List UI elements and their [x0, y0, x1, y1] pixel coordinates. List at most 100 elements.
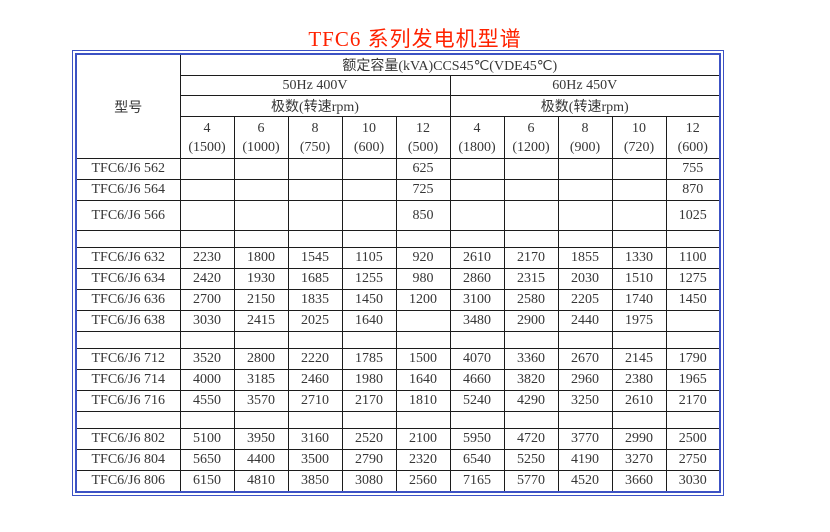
model-cell: TFC6/J6 802 — [75, 428, 181, 450]
value-cell: 5950 — [449, 428, 505, 450]
pole-header-cell: 4 (1800) — [449, 116, 505, 159]
value-cell: 6540 — [449, 449, 505, 471]
value-cell: 4810 — [233, 470, 289, 492]
value-cell: 2960 — [557, 369, 613, 391]
value-cell — [503, 331, 559, 349]
generator-spec-table: 型号 额定容量(kVA)CCS45℃(VDE45℃) 50Hz 400V 60H… — [75, 53, 721, 493]
spec-table-frame: 型号 额定容量(kVA)CCS45℃(VDE45℃) 50Hz 400V 60H… — [72, 50, 724, 496]
value-cell — [611, 230, 667, 248]
pole-rpm: (600) — [677, 139, 708, 155]
model-cell: TFC6/J6 804 — [75, 449, 181, 471]
value-cell: 625 — [395, 158, 451, 180]
value-cell — [557, 200, 613, 231]
value-cell: 920 — [395, 247, 451, 269]
value-cell: 1200 — [395, 289, 451, 311]
value-cell: 2415 — [233, 310, 289, 332]
model-row: TFC6/J6 632 2230 1800 1545 1105 920 2610 2170 18… — [75, 247, 721, 269]
value-cell — [557, 158, 613, 180]
value-cell: 2560 — [395, 470, 451, 492]
value-cell: 755 — [665, 158, 721, 180]
model-cell: TFC6/J6 564 — [75, 179, 181, 201]
value-cell: 4000 — [179, 369, 235, 391]
pole-count: 4 — [203, 120, 211, 136]
pole-rpm: (900) — [569, 139, 601, 155]
value-cell — [503, 200, 559, 231]
value-cell — [233, 411, 289, 429]
value-cell: 1640 — [341, 310, 397, 332]
model-cell: TFC6/J6 632 — [75, 247, 181, 269]
pole-header-cell: 10 (600) — [341, 116, 397, 159]
value-cell — [665, 411, 721, 429]
value-cell — [287, 179, 343, 201]
value-cell — [665, 331, 721, 349]
value-cell — [179, 200, 235, 231]
value-cell: 2025 — [287, 310, 343, 332]
value-cell: 4520 — [557, 470, 613, 492]
value-cell: 1855 — [557, 247, 613, 269]
pole-count: 8 — [311, 120, 319, 136]
value-cell: 3480 — [449, 310, 505, 332]
spacer-row — [75, 331, 721, 349]
value-cell: 2440 — [557, 310, 613, 332]
value-cell: 2610 — [449, 247, 505, 269]
model-row: TFC6/J6 638 3030 2415 2025 1640 3480 2900 2440 1… — [75, 310, 721, 332]
value-cell — [557, 331, 613, 349]
poles-label-60hz: 极数(转速rpm) — [449, 95, 721, 117]
value-cell — [341, 411, 397, 429]
value-cell: 2990 — [611, 428, 667, 450]
value-cell — [449, 230, 505, 248]
value-cell — [341, 230, 397, 248]
value-cell — [287, 230, 343, 248]
value-cell: 5770 — [503, 470, 559, 492]
value-cell: 3270 — [611, 449, 667, 471]
value-cell: 2170 — [503, 247, 559, 269]
value-cell: 2320 — [395, 449, 451, 471]
pole-rpm: (1000) — [242, 139, 280, 155]
page-title: TFC6 系列发电机型谱 — [308, 27, 522, 51]
value-cell: 5650 — [179, 449, 235, 471]
spacer-row — [75, 411, 721, 429]
value-cell: 3820 — [503, 369, 559, 391]
pole-count: 10 — [632, 120, 646, 136]
model-row: TFC6/J6 634 2420 1930 1685 1255 980 2860 2315 20… — [75, 268, 721, 290]
section-header-50hz: 50Hz 400V — [179, 75, 451, 96]
value-cell: 2230 — [179, 247, 235, 269]
value-cell — [611, 331, 667, 349]
value-cell: 2900 — [503, 310, 559, 332]
value-cell: 1810 — [395, 390, 451, 412]
value-cell — [233, 230, 289, 248]
value-cell: 4720 — [503, 428, 559, 450]
value-cell: 2030 — [557, 268, 613, 290]
value-cell: 3160 — [287, 428, 343, 450]
value-cell: 2610 — [611, 390, 667, 412]
pole-count: 10 — [362, 120, 376, 136]
value-cell: 1980 — [341, 369, 397, 391]
value-cell — [179, 230, 235, 248]
value-cell: 5240 — [449, 390, 505, 412]
value-cell — [287, 331, 343, 349]
pole-rpm: (1800) — [458, 139, 496, 155]
value-cell: 2710 — [287, 390, 343, 412]
value-cell — [179, 158, 235, 180]
model-row: TFC6/J6 566 850 1025 — [75, 200, 721, 231]
capacity-header: 额定容量(kVA)CCS45℃(VDE45℃) — [179, 53, 721, 76]
value-cell — [611, 179, 667, 201]
value-cell: 2500 — [665, 428, 721, 450]
value-cell: 3770 — [557, 428, 613, 450]
value-cell: 3030 — [665, 470, 721, 492]
pole-count: 8 — [581, 120, 589, 136]
value-cell: 4660 — [449, 369, 505, 391]
value-cell — [179, 331, 235, 349]
value-cell — [395, 411, 451, 429]
pole-count: 6 — [527, 120, 535, 136]
model-row: TFC6/J6 716 4550 3570 2710 2170 1810 5240 4290 3… — [75, 390, 721, 412]
model-cell — [75, 230, 181, 248]
value-cell: 1740 — [611, 289, 667, 311]
value-cell — [341, 200, 397, 231]
value-cell: 4550 — [179, 390, 235, 412]
value-cell — [449, 411, 505, 429]
value-cell: 3570 — [233, 390, 289, 412]
model-cell: TFC6/J6 714 — [75, 369, 181, 391]
value-cell: 850 — [395, 200, 451, 231]
section-header-60hz: 60Hz 450V — [449, 75, 721, 96]
